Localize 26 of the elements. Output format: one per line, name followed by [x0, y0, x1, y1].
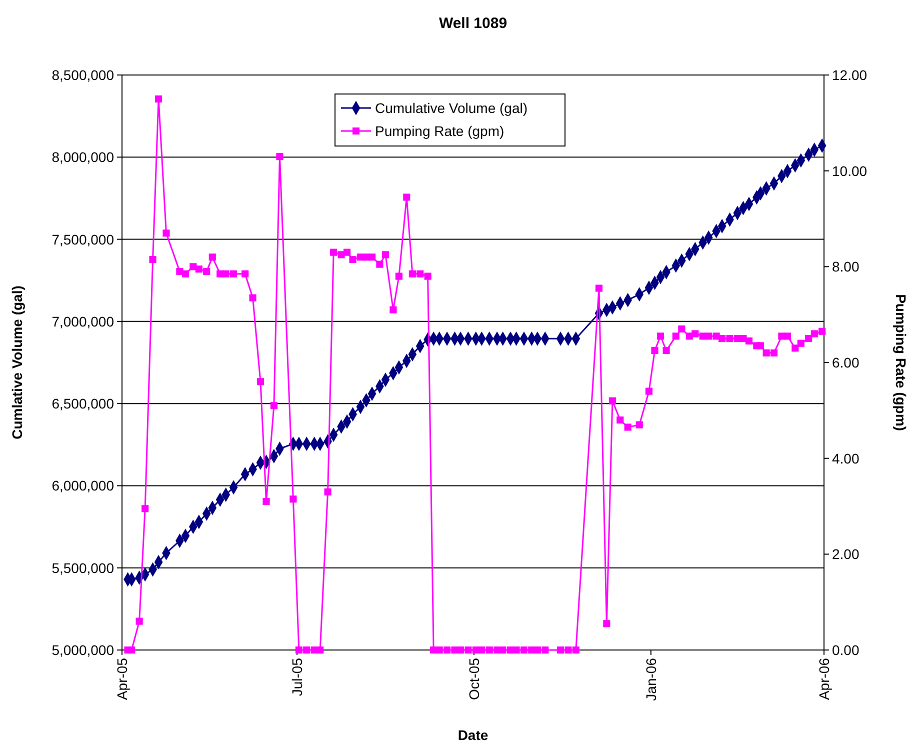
- y2-tick-label: 2.00: [832, 546, 860, 562]
- y2-tick-label: 10.00: [832, 162, 868, 179]
- y2-tick-label: 6.00: [832, 354, 860, 370]
- x-tick-label: Apr-06: [816, 658, 832, 700]
- legend-label: Cumulative Volume (gal): [375, 100, 528, 116]
- y2-tick-label: 4.00: [832, 450, 860, 466]
- y-tick-label: 8,000,000: [52, 149, 114, 166]
- y-tick-label: 5,500,000: [52, 560, 114, 576]
- y2-tick-label: 0.00: [832, 642, 860, 658]
- y-tick-label: 5,000,000: [52, 642, 114, 658]
- y-tick-label: 8,500,000: [52, 67, 114, 83]
- y-axis-title: Cumlative Volume (gal): [9, 286, 25, 440]
- y-tick-label: 6,000,000: [52, 478, 114, 494]
- y2-axis-title: Pumping Rate (gpm): [893, 294, 908, 431]
- y-tick-label: 7,500,000: [52, 231, 114, 248]
- x-tick-label: Jan-06: [642, 658, 659, 701]
- x-tick-label: Apr-05: [114, 658, 130, 700]
- x-tick-label: Jul-05: [289, 658, 306, 696]
- x-tick-label: Oct-05: [466, 658, 482, 700]
- legend-label: Pumping Rate (gpm): [375, 123, 504, 139]
- x-axis-title: Date: [458, 727, 488, 743]
- y-tick-label: 6,500,000: [52, 396, 114, 412]
- chart-title: Well 1089: [438, 15, 508, 32]
- y-tick-label: 7,000,000: [52, 313, 114, 330]
- y2-tick-label: 8.00: [832, 258, 860, 275]
- y2-tick-label: 12.00: [832, 67, 868, 83]
